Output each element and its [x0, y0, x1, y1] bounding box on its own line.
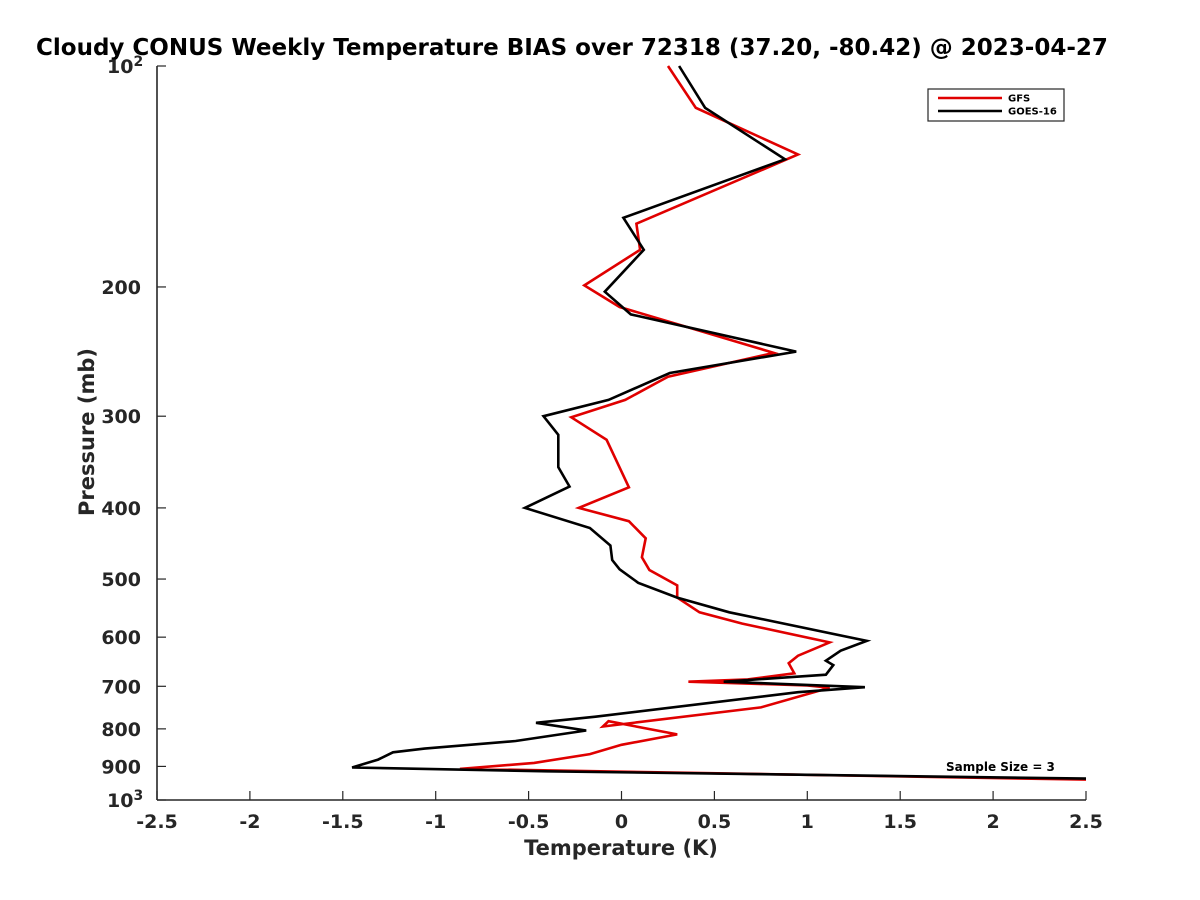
x-tick-label: -2: [239, 811, 260, 833]
y-tick-label: 900: [101, 756, 141, 778]
x-tick-label: 2: [986, 811, 999, 833]
y-tick-label: 400: [101, 498, 141, 520]
y-tick-label: 800: [101, 719, 141, 741]
x-tick-label: 0.5: [698, 811, 732, 833]
y-tick-label-exponent: 2: [133, 54, 143, 70]
series-layer: [351, 65, 1087, 781]
legend-label-gfs: GFS: [1008, 94, 1030, 105]
x-tick-label: 0: [615, 811, 628, 833]
x-tick-label: 2.5: [1069, 811, 1103, 833]
y-tick-label-base: 10: [107, 56, 133, 78]
x-axis-label: Temperature (K): [524, 836, 718, 860]
series-line-goes16: [351, 65, 1087, 780]
legend-label-goes16: GOES-16: [1008, 107, 1057, 118]
legend-box: [927, 88, 1065, 122]
y-tick-label: 103: [107, 788, 143, 812]
x-tick-label: -2.5: [136, 811, 178, 833]
sample-size-annotation: Sample Size = 3: [946, 760, 1055, 774]
x-tick-label: -1: [425, 811, 446, 833]
x-tick-label: -1.5: [322, 811, 364, 833]
y-tick-label: 600: [101, 627, 141, 649]
y-tick-label: 700: [101, 676, 141, 698]
plot-area: [157, 66, 1086, 800]
y-axis-label: Pressure (mb): [75, 348, 99, 516]
legend: GFS GOES-16: [927, 88, 1065, 122]
y-tick-label-exponent: 3: [133, 788, 143, 804]
y-tick-label: 500: [101, 569, 141, 591]
y-tick-label: 200: [101, 277, 141, 299]
y-tick-label: 102: [107, 54, 143, 78]
x-tick-label: 1: [801, 811, 814, 833]
x-ticks: -2.5 -2 -1.5 -1 -0.5 0 0.5 1 1.5 2 2.5: [136, 791, 1103, 833]
x-tick-label: -0.5: [508, 811, 550, 833]
y-tick-label-base: 10: [107, 790, 133, 812]
chart-title: Cloudy CONUS Weekly Temperature BIAS ove…: [36, 35, 1108, 61]
x-tick-label: 1.5: [883, 811, 917, 833]
y-tick-label: 300: [101, 406, 141, 428]
